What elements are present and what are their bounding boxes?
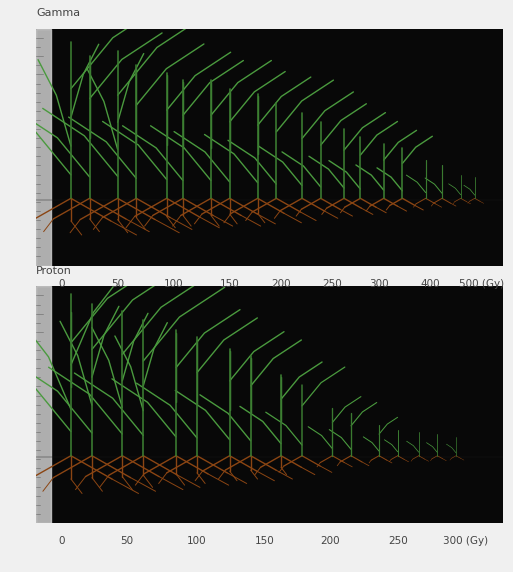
Text: 150: 150 — [220, 279, 240, 288]
Text: 300 (Gy): 300 (Gy) — [443, 536, 488, 546]
Text: 250: 250 — [323, 279, 342, 288]
Text: 50: 50 — [121, 536, 133, 546]
Text: 0: 0 — [58, 279, 65, 288]
Text: 100: 100 — [164, 279, 184, 288]
Text: 500 (Gy): 500 (Gy) — [459, 279, 504, 288]
Bar — [36, 286, 51, 523]
Text: 50: 50 — [111, 279, 124, 288]
Text: 300: 300 — [369, 279, 389, 288]
Text: 200: 200 — [271, 279, 291, 288]
Text: 0: 0 — [58, 536, 65, 546]
Text: 150: 150 — [255, 536, 274, 546]
Bar — [36, 29, 51, 266]
Text: 200: 200 — [320, 536, 340, 546]
Text: 400: 400 — [421, 279, 440, 288]
Text: 100: 100 — [187, 536, 207, 546]
Text: Gamma: Gamma — [36, 9, 80, 18]
Text: Proton: Proton — [36, 266, 72, 276]
Text: 250: 250 — [388, 536, 407, 546]
